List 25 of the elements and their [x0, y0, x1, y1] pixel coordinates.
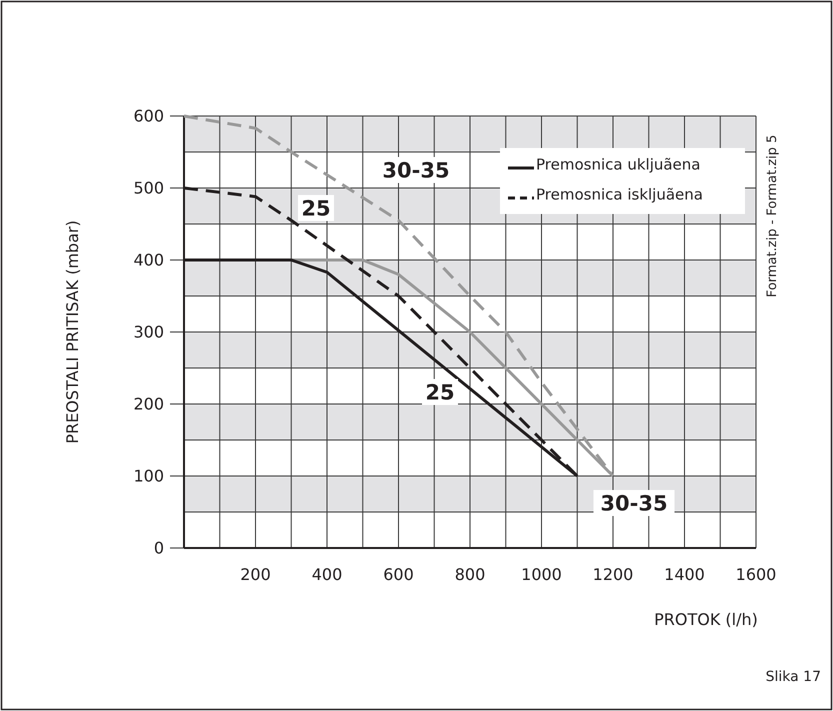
- annotation: 25: [425, 380, 455, 404]
- y-tick-label: 0: [154, 538, 164, 558]
- y-tick-label: 500: [133, 178, 164, 198]
- text: Format.zip - Format.zip 5: [765, 134, 780, 298]
- x-tick-label: 1000: [521, 565, 562, 584]
- x-tick-label: 1600: [736, 565, 776, 584]
- y-axis-title: PREOSTALI PRITISAK (mbar): [63, 220, 82, 444]
- annotation: 30-35: [600, 491, 668, 516]
- text: Slika 17: [766, 669, 821, 685]
- y-tick-label: 400: [133, 250, 164, 270]
- x-axis-title: PROTOK (l/h): [654, 610, 758, 629]
- x-tick-label: 600: [383, 565, 414, 584]
- y-tick-label: 600: [133, 106, 164, 126]
- y-tick-label: 300: [133, 322, 164, 342]
- annotation: 30-35: [382, 158, 450, 182]
- x-tick-label: 1400: [664, 565, 705, 584]
- x-tick-label: 1200: [592, 565, 634, 584]
- legend-label: Premosnica ukljuãena: [536, 155, 700, 174]
- annotation: 25: [301, 196, 331, 220]
- y-tick-label: 100: [133, 466, 164, 486]
- legend-label: Premosnica iskljuãena: [536, 185, 703, 204]
- y-tick-label: 200: [133, 394, 164, 414]
- x-tick-label: 200: [240, 565, 271, 584]
- x-tick-label: 400: [312, 565, 342, 584]
- x-tick-label: 800: [454, 565, 486, 584]
